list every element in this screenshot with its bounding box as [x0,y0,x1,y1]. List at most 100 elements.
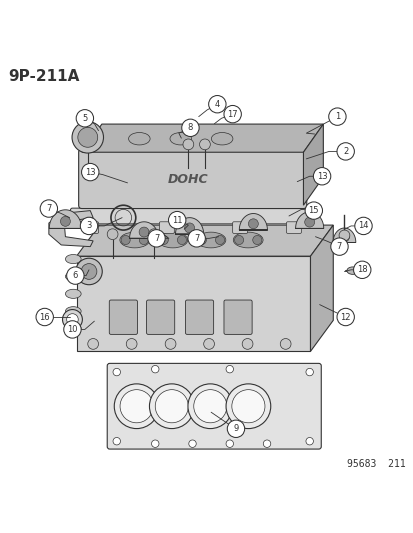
Text: 12: 12 [339,312,350,321]
Text: 7: 7 [154,234,159,243]
Circle shape [76,258,102,285]
Circle shape [215,236,224,245]
FancyBboxPatch shape [159,222,174,233]
Circle shape [305,368,313,376]
Text: 95683  211: 95683 211 [346,458,405,469]
Text: 2: 2 [342,147,347,156]
Circle shape [304,202,322,219]
Circle shape [120,390,153,423]
Circle shape [81,264,97,279]
Text: 16: 16 [39,312,50,321]
Polygon shape [239,214,267,230]
Text: 6: 6 [73,271,78,280]
Circle shape [181,119,199,136]
Circle shape [151,440,159,447]
Circle shape [227,420,244,438]
Text: 7: 7 [336,242,341,251]
Text: 13: 13 [316,172,327,181]
Ellipse shape [346,267,358,274]
FancyBboxPatch shape [83,222,98,233]
Circle shape [242,338,252,349]
Circle shape [353,261,370,279]
Circle shape [107,229,118,240]
Ellipse shape [65,254,81,264]
Circle shape [114,384,159,429]
Text: DOHC: DOHC [168,173,208,187]
Polygon shape [332,228,355,243]
FancyBboxPatch shape [232,222,247,233]
Ellipse shape [128,133,150,145]
Circle shape [280,338,290,349]
Polygon shape [82,124,323,152]
Circle shape [88,338,98,349]
Circle shape [199,139,210,150]
Text: 1: 1 [334,112,339,121]
Circle shape [223,106,241,123]
Circle shape [339,232,349,242]
Circle shape [80,217,97,235]
Circle shape [72,122,103,153]
Text: 18: 18 [356,265,367,274]
Circle shape [78,127,97,147]
Circle shape [40,200,57,217]
FancyBboxPatch shape [185,300,213,334]
Circle shape [168,212,185,229]
Circle shape [126,338,137,349]
Circle shape [148,229,159,240]
Circle shape [234,236,243,245]
Ellipse shape [65,272,81,281]
FancyBboxPatch shape [146,300,174,334]
Text: 9P-211A: 9P-211A [8,69,79,84]
Circle shape [193,390,226,423]
Circle shape [66,267,84,284]
Polygon shape [49,210,81,229]
Circle shape [64,321,81,338]
Circle shape [177,236,186,245]
Text: 17: 17 [227,110,237,119]
Text: 7: 7 [46,204,51,213]
Circle shape [165,338,176,349]
Circle shape [304,217,314,227]
Text: 11: 11 [171,216,182,224]
Circle shape [139,236,148,245]
Circle shape [113,368,120,376]
Text: 4: 4 [214,100,219,109]
Circle shape [147,230,165,247]
Text: 7: 7 [194,234,199,243]
Circle shape [231,390,264,423]
FancyBboxPatch shape [70,208,310,224]
Text: 8: 8 [188,123,192,132]
Circle shape [203,338,214,349]
Ellipse shape [233,232,263,248]
Circle shape [149,384,194,429]
Polygon shape [303,124,323,205]
FancyBboxPatch shape [78,149,306,208]
Circle shape [197,236,206,245]
Ellipse shape [65,289,81,298]
Circle shape [113,438,120,445]
Circle shape [208,95,225,113]
Ellipse shape [158,232,188,248]
Ellipse shape [120,232,150,248]
Circle shape [188,440,196,447]
Polygon shape [295,212,323,229]
Circle shape [338,230,349,241]
Text: 10: 10 [67,325,78,334]
Text: 3: 3 [86,221,91,230]
Text: 15: 15 [308,206,318,215]
Circle shape [188,230,205,247]
Circle shape [328,108,345,125]
Circle shape [188,384,232,429]
Circle shape [313,167,330,185]
Circle shape [225,384,270,429]
FancyBboxPatch shape [223,300,252,334]
FancyBboxPatch shape [76,256,310,351]
Ellipse shape [65,306,81,316]
Circle shape [336,308,354,326]
Polygon shape [175,217,203,234]
Ellipse shape [65,324,81,333]
Text: 5: 5 [82,114,87,123]
Text: 13: 13 [85,167,95,176]
Circle shape [252,236,261,245]
Ellipse shape [211,133,233,145]
